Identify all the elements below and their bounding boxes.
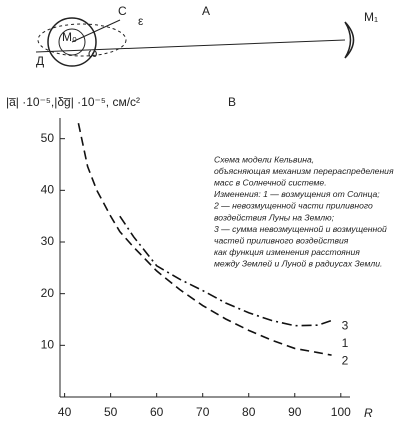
earth (58, 28, 86, 56)
diagram-label: ε (138, 14, 144, 28)
y-tick-label: 10 (41, 338, 55, 352)
panel-label: В (228, 95, 236, 109)
diagram-label: ω (88, 46, 97, 60)
caption-line: частей приливного воздействия (214, 235, 349, 245)
caption-line: 2 — невозмущенной части приливного (213, 201, 373, 211)
diagram-label: А (202, 4, 210, 18)
x-tick-label: 90 (288, 405, 302, 419)
y-tick-label: 40 (41, 183, 55, 197)
series-label: 1 (342, 336, 349, 350)
moon (344, 21, 355, 59)
caption-line: масс в Солнечной системе. (214, 177, 327, 187)
caption-line: между Землей и Луной в радиусах Земли. (214, 259, 382, 269)
y-tick-label: 30 (41, 234, 55, 248)
axis-line (35, 39, 346, 53)
caption-line: Схема модели Кельвина, (214, 154, 314, 164)
x-tick-label: 60 (150, 405, 164, 419)
x-tick-label: 80 (242, 405, 256, 419)
y-tick-label: 50 (41, 131, 55, 145)
x-tick-label: 40 (58, 405, 72, 419)
x-tick-label: 100 (331, 405, 351, 419)
y-tick-label: 20 (41, 286, 55, 300)
caption-line: как функция изменения расстояния (214, 247, 360, 257)
diagram-label: M₀ (62, 30, 77, 44)
x-tick-label: 50 (104, 405, 118, 419)
angle-line (71, 19, 121, 43)
caption-line: воздействия Луны на Землю; (214, 212, 335, 222)
diagram-label: Д (36, 54, 44, 68)
series-label: 2 (342, 353, 349, 367)
caption-line: объясняющая механизм перераспределения (214, 166, 394, 176)
series-line (119, 215, 332, 327)
caption-line: 3 — сумма невозмущенной и возмущенной (214, 224, 387, 234)
earth-moon-diagram (35, 17, 355, 67)
x-axis-label: R (364, 406, 373, 420)
earth-orbit (47, 17, 97, 67)
series-line (77, 123, 332, 356)
diagram-label: С (118, 4, 127, 18)
y-axis-label: |a̅| ·10⁻⁵,|δg̅| ·10⁻⁵, см/с² (6, 95, 140, 109)
tidal-ellipse (37, 23, 127, 57)
series-label: 3 (342, 319, 349, 333)
caption-line: Изменения: 1 — возмущения от Солнца; (214, 189, 380, 199)
diagram-label: М₁ (364, 10, 378, 24)
x-tick-label: 70 (196, 405, 210, 419)
